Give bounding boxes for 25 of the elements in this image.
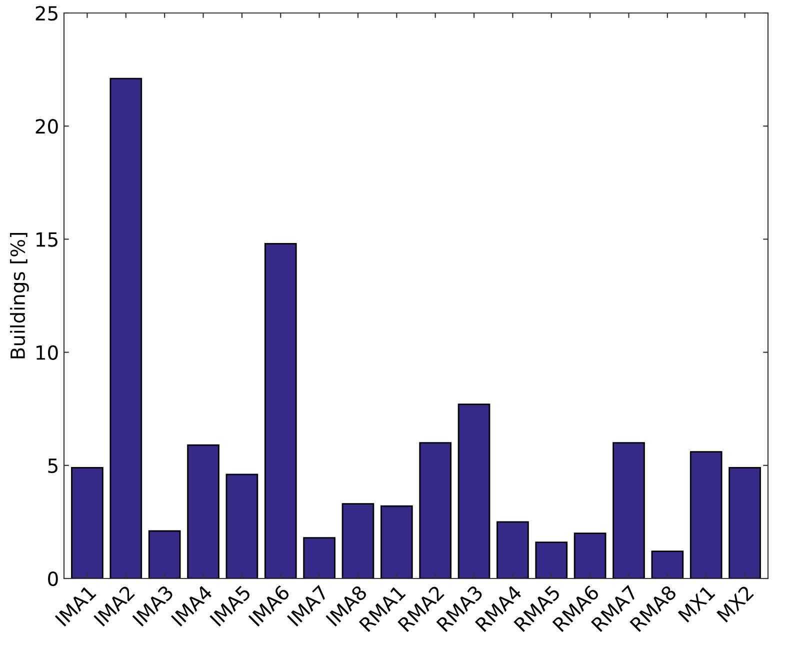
bar bbox=[110, 78, 142, 578]
y-axis-title: Buildings [%] bbox=[10, 233, 29, 358]
bar bbox=[264, 243, 297, 578]
bar bbox=[612, 442, 645, 578]
y-tick-label: 25 bbox=[36, 6, 58, 21]
y-tick-label: 5 bbox=[48, 458, 58, 474]
bar bbox=[342, 503, 374, 578]
bar bbox=[187, 444, 220, 578]
y-tick-label: 20 bbox=[36, 119, 58, 134]
bar bbox=[419, 442, 452, 578]
bar bbox=[728, 466, 761, 578]
bar bbox=[690, 451, 722, 578]
bar bbox=[574, 532, 606, 578]
y-tick-label: 0 bbox=[48, 571, 58, 586]
bar bbox=[148, 530, 181, 578]
bar bbox=[380, 505, 413, 578]
bar bbox=[226, 474, 258, 578]
bar bbox=[71, 466, 104, 578]
bar bbox=[303, 537, 336, 578]
bar bbox=[651, 550, 684, 578]
y-tick-label: 10 bbox=[36, 345, 58, 360]
bar bbox=[458, 404, 490, 578]
bar bbox=[535, 542, 568, 578]
bar bbox=[496, 521, 529, 578]
y-tick-label: 15 bbox=[36, 232, 58, 247]
